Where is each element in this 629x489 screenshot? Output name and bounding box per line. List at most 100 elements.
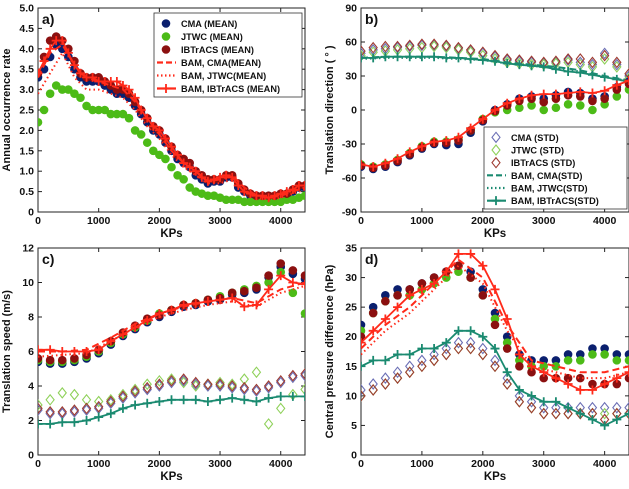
series-ibtracs-std — [38, 368, 305, 418]
y-tick-label: 25 — [345, 302, 357, 314]
data-point — [245, 189, 255, 199]
data-point — [599, 401, 610, 414]
data-point — [288, 369, 298, 382]
data-point — [624, 409, 629, 419]
data-point — [527, 61, 537, 71]
y-tick-label: 2.5 — [19, 105, 34, 117]
data-point — [136, 130, 146, 139]
data-point — [173, 170, 182, 180]
data-point — [173, 150, 183, 160]
y-tick-label: 3.5 — [19, 64, 34, 76]
data-point — [539, 97, 549, 107]
data-point — [466, 54, 476, 64]
y-tick-label: 5 — [351, 420, 357, 432]
data-point — [361, 45, 366, 57]
data-point — [612, 92, 622, 101]
series-bam-jtwc-mean — [38, 50, 305, 201]
data-point — [57, 36, 67, 46]
data-point — [612, 401, 622, 414]
data-point — [300, 383, 305, 396]
data-point — [539, 401, 549, 414]
series-cma-std — [361, 336, 629, 414]
data-point — [381, 296, 390, 306]
y-tick-label: 90 — [345, 3, 357, 15]
y-tick-label: 1.5 — [19, 145, 34, 157]
data-point — [491, 196, 501, 206]
data-point — [429, 40, 439, 53]
data-point — [264, 284, 274, 294]
data-point — [381, 291, 390, 300]
x-tick-label: 0 — [35, 215, 41, 227]
data-point — [38, 404, 43, 417]
data-point — [491, 144, 501, 156]
data-point — [551, 64, 561, 74]
data-point — [600, 350, 609, 359]
y-tick-label: 0 — [28, 207, 34, 219]
data-point — [94, 345, 104, 355]
data-point — [624, 401, 629, 414]
data-point — [203, 296, 213, 306]
data-point — [166, 373, 177, 385]
data-point — [478, 348, 488, 361]
data-point — [142, 378, 152, 391]
data-point — [405, 52, 415, 62]
data-point — [227, 172, 237, 182]
x-tick-label: 2000 — [148, 215, 172, 227]
data-point — [417, 284, 427, 294]
y-tick-label: -90 — [342, 207, 357, 219]
data-point — [154, 374, 165, 387]
data-point — [612, 373, 622, 383]
data-point — [514, 395, 525, 408]
series-line — [361, 264, 629, 380]
data-point — [276, 402, 286, 415]
data-point — [417, 360, 427, 373]
data-point — [57, 387, 67, 399]
data-point — [106, 395, 116, 408]
data-point — [454, 267, 463, 276]
data-point — [106, 109, 116, 119]
data-point — [466, 123, 476, 133]
data-point — [368, 53, 378, 63]
data-point — [490, 354, 500, 367]
panel-label: a) — [42, 11, 54, 27]
data-point — [612, 56, 622, 69]
data-point — [429, 278, 439, 288]
y-tick-label: 30 — [345, 71, 357, 83]
data-point — [263, 380, 274, 392]
data-point — [563, 100, 573, 109]
data-point — [45, 419, 55, 429]
data-point — [191, 376, 201, 389]
data-point — [551, 356, 561, 365]
data-point — [300, 271, 305, 280]
y-tick-label: 3.0 — [19, 84, 34, 96]
data-point — [551, 397, 561, 407]
data-point — [588, 379, 597, 389]
data-point — [478, 332, 488, 342]
data-point — [429, 354, 439, 367]
data-point — [264, 193, 274, 203]
data-point — [380, 158, 390, 168]
y-tick-label: 10 — [345, 390, 357, 402]
data-point — [167, 395, 176, 405]
data-point — [491, 131, 501, 144]
data-point — [551, 373, 561, 383]
legend-entry: IBTrACS (STD) — [491, 156, 575, 169]
data-point — [161, 32, 171, 41]
data-point — [514, 389, 525, 402]
data-point — [441, 348, 451, 361]
data-point — [575, 385, 585, 395]
data-point — [429, 273, 439, 282]
y-axis-label: Translation direction ( ° ) — [324, 45, 336, 174]
data-point — [539, 367, 549, 377]
data-point — [69, 60, 79, 70]
data-point — [502, 59, 512, 69]
data-point — [393, 285, 402, 294]
data-point — [130, 126, 140, 135]
data-point — [203, 380, 213, 392]
data-point — [514, 94, 524, 104]
data-point — [380, 40, 391, 53]
x-tick-label: 3000 — [532, 458, 556, 470]
data-point — [57, 417, 67, 427]
data-point — [588, 105, 597, 115]
legend-entry: BAM, CMA(STD) — [487, 171, 582, 181]
